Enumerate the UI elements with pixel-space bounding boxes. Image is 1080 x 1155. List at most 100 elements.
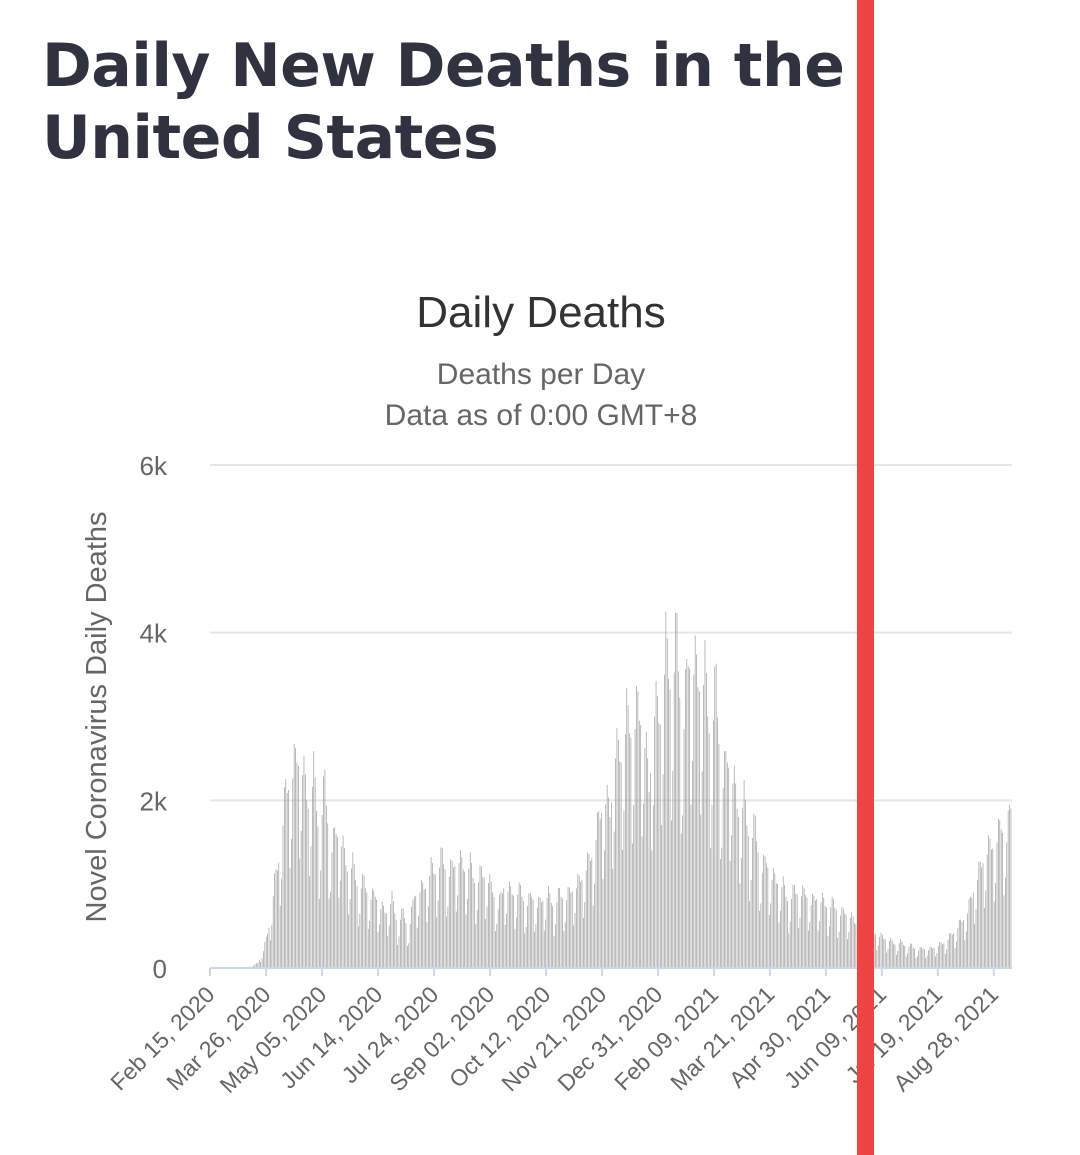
daily-bar — [521, 896, 523, 968]
daily-bar — [460, 849, 461, 968]
daily-bar — [773, 867, 774, 968]
daily-bar — [359, 913, 361, 968]
daily-bar — [499, 894, 500, 968]
daily-bar — [944, 954, 946, 968]
daily-bar — [434, 874, 436, 968]
daily-bar — [947, 939, 949, 968]
daily-bar — [264, 941, 266, 968]
daily-bar — [377, 932, 379, 968]
daily-bar — [972, 892, 974, 968]
daily-bar — [369, 921, 370, 968]
daily-bar — [571, 891, 573, 968]
daily-bar — [760, 903, 762, 968]
daily-bar — [372, 888, 373, 968]
daily-bar — [699, 691, 700, 968]
daily-bar — [661, 825, 662, 968]
daily-bar — [536, 907, 538, 968]
daily-bar — [353, 864, 355, 968]
y-tick-label: 2k — [140, 786, 168, 816]
daily-bar — [307, 808, 309, 968]
daily-bar — [471, 863, 472, 968]
daily-bar — [682, 815, 683, 968]
daily-bar — [302, 775, 303, 968]
daily-bar — [949, 933, 950, 968]
daily-bar — [274, 873, 275, 968]
daily-bar — [330, 891, 331, 968]
daily-bar — [756, 841, 758, 968]
daily-bar — [919, 947, 921, 968]
daily-bar — [464, 871, 465, 968]
daily-bar — [774, 873, 776, 968]
daily-bar — [890, 938, 892, 968]
daily-bar — [293, 743, 295, 968]
daily-bar — [647, 758, 649, 968]
daily-bar — [598, 811, 600, 968]
daily-bar — [771, 879, 773, 968]
daily-bar — [436, 917, 438, 968]
daily-bar — [631, 843, 633, 968]
daily-bar — [996, 842, 998, 968]
daily-bar — [725, 751, 727, 968]
daily-bar — [946, 949, 948, 968]
daily-bar — [724, 751, 725, 968]
daily-bar — [903, 944, 904, 968]
daily-bar — [916, 956, 918, 968]
daily-bar — [416, 927, 418, 968]
daily-bar — [541, 902, 542, 968]
daily-bar — [289, 868, 291, 968]
daily-bar — [951, 934, 953, 968]
daily-bar — [420, 880, 422, 968]
daily-bar — [373, 890, 375, 968]
daily-bar — [507, 891, 509, 968]
daily-bar — [889, 941, 890, 968]
daily-bar — [780, 910, 781, 968]
daily-bar — [958, 919, 960, 968]
daily-bar — [502, 893, 503, 968]
daily-bar — [950, 932, 952, 968]
daily-bar — [745, 799, 746, 968]
daily-bar — [624, 734, 626, 968]
daily-bar — [814, 900, 816, 968]
daily-bar — [489, 874, 491, 968]
daily-bar — [314, 777, 316, 968]
daily-bar — [405, 923, 407, 968]
daily-bar — [263, 951, 264, 968]
daily-bar — [360, 888, 362, 968]
daily-bar — [1003, 895, 1005, 968]
daily-bar — [599, 819, 601, 968]
daily-bar — [799, 918, 801, 968]
daily-bar — [430, 857, 432, 968]
daily-bar — [303, 755, 305, 968]
daily-bar — [574, 912, 576, 968]
daily-bar — [411, 906, 412, 968]
daily-bar — [563, 931, 565, 968]
daily-bar — [395, 919, 397, 968]
daily-bar — [488, 883, 489, 968]
daily-bar — [768, 914, 770, 968]
red-marker-line — [857, 0, 874, 1155]
chart-subtitle-line-1: Deaths per Day — [437, 358, 645, 391]
daily-bar — [440, 847, 442, 968]
daily-bar — [908, 946, 910, 968]
daily-bar — [672, 770, 674, 968]
daily-bar — [397, 944, 398, 968]
daily-bar — [447, 906, 449, 968]
daily-bar — [441, 848, 443, 968]
daily-bar — [721, 847, 723, 968]
daily-bar — [334, 827, 336, 968]
daily-bar — [550, 903, 552, 968]
daily-bar — [717, 717, 718, 968]
daily-bar — [325, 805, 327, 968]
daily-bar — [708, 733, 710, 968]
daily-bar — [753, 813, 755, 968]
daily-bar — [298, 765, 299, 968]
daily-bar — [468, 868, 470, 968]
daily-bar — [324, 769, 326, 968]
daily-bar — [629, 733, 630, 968]
daily-bar — [852, 916, 854, 968]
daily-bar — [840, 915, 841, 968]
daily-bar — [265, 936, 267, 968]
daily-bar — [412, 899, 414, 968]
daily-bar — [819, 921, 820, 968]
daily-bar — [437, 900, 439, 968]
